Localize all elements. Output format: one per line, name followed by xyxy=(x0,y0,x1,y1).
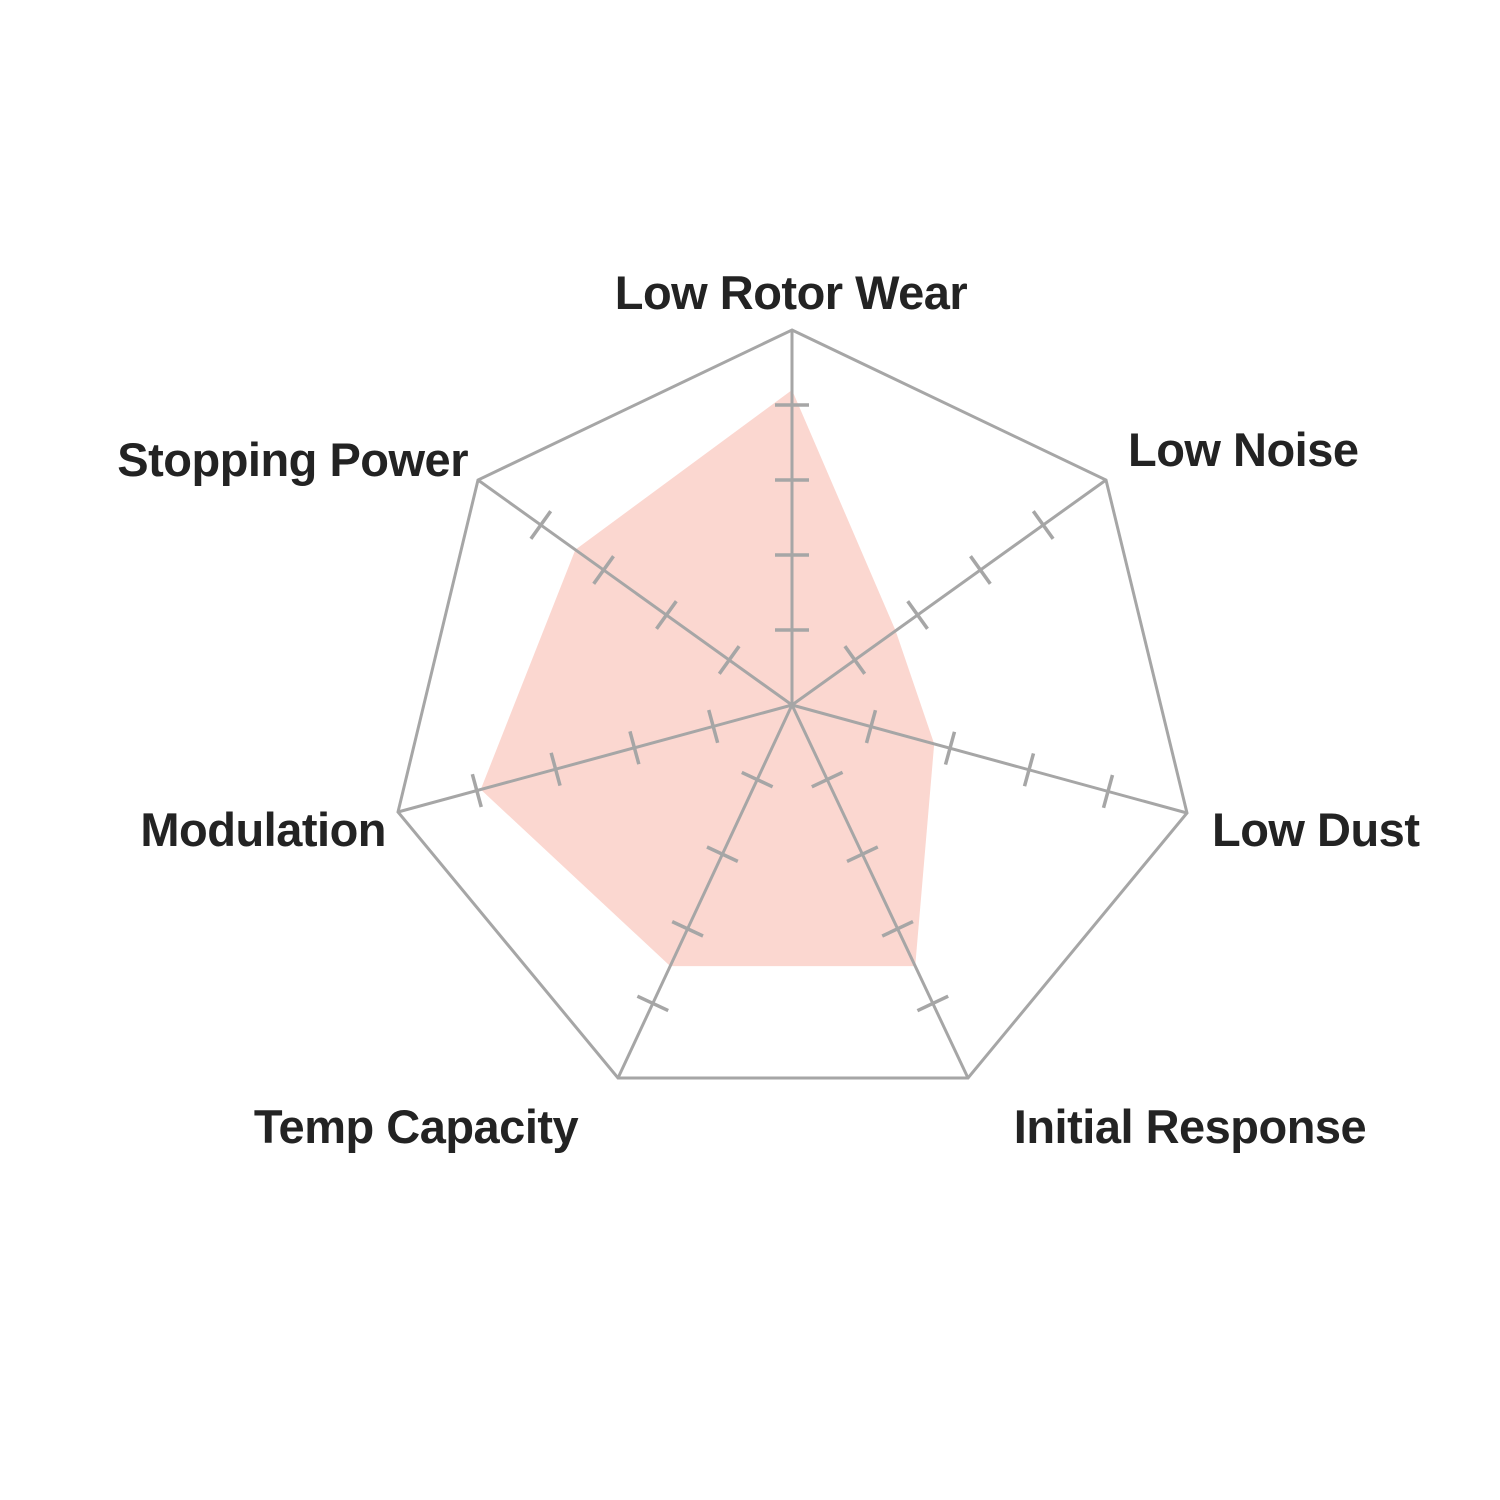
grid-line xyxy=(529,510,553,540)
radar-outline xyxy=(396,328,1189,1080)
grid-line xyxy=(811,770,844,789)
grid-line xyxy=(636,994,669,1013)
grid-line xyxy=(549,752,562,787)
grid-line xyxy=(741,770,774,789)
grid-line xyxy=(655,600,678,630)
axis-label-low-dust: Low Dust xyxy=(1212,803,1420,856)
grid-line xyxy=(470,773,483,808)
radar-data-layer xyxy=(480,390,935,967)
grid-line xyxy=(790,704,970,1079)
grid-line xyxy=(864,709,878,744)
axis-label-modulation: Modulation xyxy=(140,803,386,856)
radar-axis-labels: Low Rotor Wear Low Noise Low Dust Initia… xyxy=(117,266,1421,1153)
grid-line xyxy=(1031,510,1055,540)
axis-label-stopping-power: Stopping Power xyxy=(117,433,468,486)
grid-line xyxy=(397,703,793,814)
grid-line xyxy=(1101,774,1115,809)
radar-grid xyxy=(396,328,1189,1080)
axis-label-low-rotor-wear: Low Rotor Wear xyxy=(615,266,968,319)
axis-label-initial-response: Initial Response xyxy=(1014,1100,1366,1153)
grid-line xyxy=(671,920,704,938)
grid-line xyxy=(846,845,879,864)
grid-line xyxy=(791,703,1188,815)
grid-line xyxy=(843,645,867,675)
grid-line xyxy=(881,919,914,938)
grid-line xyxy=(943,731,957,766)
grid-line xyxy=(628,730,641,765)
grid-line xyxy=(706,845,739,863)
grid-line xyxy=(916,994,949,1013)
axis-label-temp-capacity: Temp Capacity xyxy=(254,1100,579,1153)
grid-line xyxy=(791,478,1107,707)
grid-line xyxy=(616,704,794,1079)
axis-label-low-noise: Low Noise xyxy=(1128,423,1359,476)
grid-line xyxy=(906,600,929,630)
grid-line xyxy=(1022,752,1036,787)
grid-line xyxy=(592,555,615,585)
grid-line xyxy=(707,709,720,744)
radar-data-polygon xyxy=(480,390,935,967)
grid-line xyxy=(969,555,992,585)
grid-line xyxy=(477,478,793,707)
grid-line xyxy=(717,645,741,675)
